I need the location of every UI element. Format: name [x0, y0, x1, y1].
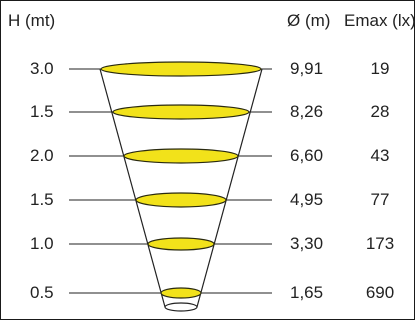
diameter-value-4: 3,30 — [290, 234, 324, 253]
beam-ellipse-2 — [123, 148, 239, 164]
height-label-1: 1.5 — [30, 102, 54, 121]
beam-ellipse-5 — [160, 287, 202, 299]
beam-ellipse-0 — [100, 61, 262, 77]
emax-value-3: 77 — [370, 190, 390, 209]
cone-left-edge — [99, 68, 166, 308]
cone-base-ellipse — [164, 302, 198, 312]
diameter-value-2: 6,60 — [290, 146, 324, 165]
diameter-value-1: 8,26 — [290, 102, 324, 121]
emax-value-4: 173 — [365, 234, 395, 253]
emax-column-header: Emax (lx) — [344, 11, 415, 30]
emax-value-1: 28 — [370, 102, 390, 121]
emax-value-5: 690 — [365, 283, 395, 302]
beam-ellipse-4 — [147, 237, 215, 251]
diameter-value-3: 4,95 — [290, 190, 324, 209]
height-label-4: 1.0 — [30, 234, 54, 253]
diameter-value-0: 9,91 — [290, 59, 324, 78]
emax-value-2: 43 — [370, 146, 390, 165]
height-label-3: 1.5 — [30, 190, 54, 209]
height-column-header: H (mt) — [8, 11, 56, 30]
height-label-5: 0.5 — [30, 283, 54, 302]
cone-right-edge — [196, 68, 263, 308]
emax-value-0: 19 — [370, 59, 390, 78]
height-label-2: 2.0 — [30, 146, 54, 165]
height-label-0: 3.0 — [30, 59, 54, 78]
diameter-column-header: Ø (m) — [287, 11, 331, 30]
beam-ellipse-3 — [135, 192, 227, 208]
diameter-value-5: 1,65 — [290, 283, 324, 302]
beam-ellipse-1 — [112, 104, 250, 120]
